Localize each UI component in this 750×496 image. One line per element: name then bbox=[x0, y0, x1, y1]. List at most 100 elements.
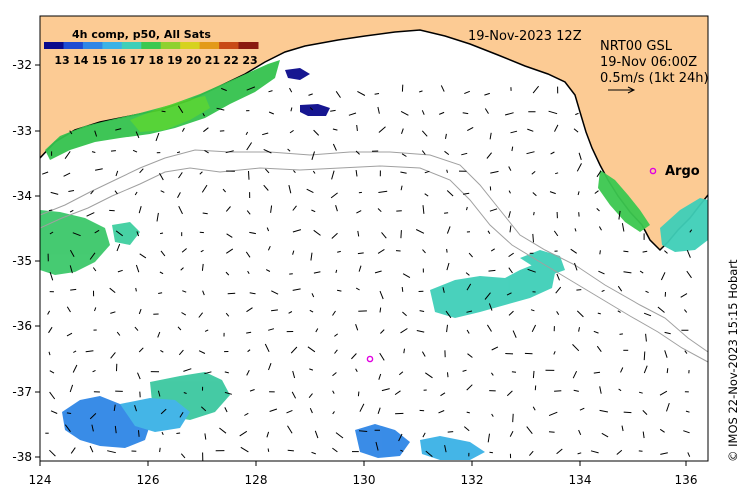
current-vector bbox=[643, 312, 652, 317]
current-vector bbox=[263, 148, 272, 154]
current-vector bbox=[227, 292, 236, 295]
current-vector bbox=[89, 413, 97, 420]
current-vector bbox=[467, 353, 473, 358]
current-vector bbox=[527, 268, 536, 273]
current-vector bbox=[508, 252, 514, 258]
current-vector bbox=[204, 433, 207, 440]
colorbar-title: 4h comp, p50, All Sats bbox=[72, 28, 211, 41]
y-tick-label: -34 bbox=[12, 189, 32, 203]
imos-credit: © IMOS 22-Nov-2023 15:15 Hobart bbox=[726, 259, 740, 462]
current-vector bbox=[381, 232, 387, 239]
current-vector bbox=[70, 447, 76, 454]
current-vector bbox=[90, 190, 94, 195]
colorbar-swatch bbox=[199, 42, 220, 49]
current-vector bbox=[114, 425, 117, 434]
current-vector bbox=[424, 170, 430, 174]
current-vector bbox=[556, 448, 563, 455]
current-vector bbox=[683, 430, 690, 434]
sst-patch-west-cyan bbox=[112, 222, 140, 245]
current-vector bbox=[135, 287, 137, 292]
current-vector bbox=[289, 129, 294, 134]
current-vector bbox=[225, 271, 230, 276]
current-vector bbox=[63, 172, 71, 177]
current-vector bbox=[445, 310, 452, 319]
current-vector bbox=[508, 211, 511, 218]
current-vector bbox=[286, 409, 293, 414]
current-vector bbox=[590, 450, 599, 454]
current-vector bbox=[616, 449, 623, 455]
current-vector bbox=[309, 407, 313, 414]
current-vector bbox=[246, 142, 253, 151]
current-vector bbox=[219, 427, 227, 434]
current-vector bbox=[159, 172, 164, 181]
current-vector bbox=[309, 309, 314, 313]
current-vector bbox=[398, 433, 403, 442]
current-vector bbox=[224, 371, 229, 374]
current-vector bbox=[680, 293, 688, 298]
current-vector bbox=[660, 272, 666, 281]
current-vector bbox=[357, 391, 360, 397]
current-vector bbox=[267, 448, 270, 452]
current-vector bbox=[271, 309, 278, 312]
current-vector bbox=[556, 311, 560, 315]
current-vector bbox=[115, 170, 119, 177]
y-tick-label: -33 bbox=[12, 124, 32, 138]
current-vector bbox=[446, 324, 448, 333]
current-vector bbox=[686, 270, 692, 279]
current-vector bbox=[177, 326, 182, 331]
current-vector bbox=[110, 311, 116, 314]
current-vector bbox=[50, 410, 58, 414]
current-vector bbox=[621, 425, 624, 432]
current-vector bbox=[601, 432, 609, 438]
current-vector bbox=[292, 229, 302, 233]
current-vector bbox=[225, 312, 230, 317]
current-vector bbox=[377, 248, 385, 254]
current-vector bbox=[444, 150, 450, 155]
current-vector bbox=[160, 250, 166, 257]
current-vector bbox=[198, 350, 206, 354]
current-vector bbox=[509, 430, 514, 437]
current-vector bbox=[447, 431, 454, 433]
current-vector bbox=[335, 205, 338, 212]
current-vector bbox=[267, 245, 271, 251]
current-vector bbox=[49, 231, 54, 235]
current-vector bbox=[599, 250, 601, 255]
current-vector bbox=[158, 292, 163, 294]
current-vector bbox=[159, 232, 164, 235]
current-vector bbox=[264, 343, 270, 353]
current-vector bbox=[419, 90, 423, 93]
current-vector bbox=[623, 411, 632, 414]
land-mass bbox=[40, 16, 708, 250]
current-vector bbox=[159, 447, 161, 453]
current-vector bbox=[377, 208, 382, 213]
colorbar-swatch bbox=[219, 42, 240, 49]
current-vector bbox=[445, 133, 447, 139]
sst-patch-southwest-blue2 bbox=[120, 398, 190, 432]
current-vector bbox=[287, 425, 293, 434]
current-vector bbox=[532, 85, 539, 94]
current-vector bbox=[47, 310, 51, 315]
current-vector bbox=[548, 110, 558, 115]
current-vector bbox=[348, 112, 357, 116]
current-vector bbox=[642, 250, 648, 253]
current-vector bbox=[467, 126, 474, 132]
current-vector bbox=[109, 287, 116, 293]
current-vector bbox=[287, 449, 294, 452]
current-vector bbox=[89, 252, 96, 260]
current-vector bbox=[424, 193, 429, 197]
x-axis: 124 126 128 130 132 134 136 bbox=[29, 461, 697, 487]
current-vector bbox=[638, 391, 643, 394]
current-vector bbox=[440, 392, 446, 397]
current-vector bbox=[578, 429, 582, 436]
current-vector bbox=[484, 108, 489, 114]
current-vector bbox=[394, 390, 401, 396]
current-vector bbox=[183, 392, 187, 394]
current-vector bbox=[618, 210, 621, 220]
current-vector bbox=[466, 329, 470, 334]
current-vector bbox=[400, 449, 404, 452]
current-vector bbox=[110, 352, 116, 359]
current-vector bbox=[357, 230, 360, 237]
current-vector bbox=[577, 452, 582, 455]
current-vector bbox=[290, 107, 293, 112]
current-vector bbox=[313, 229, 321, 236]
